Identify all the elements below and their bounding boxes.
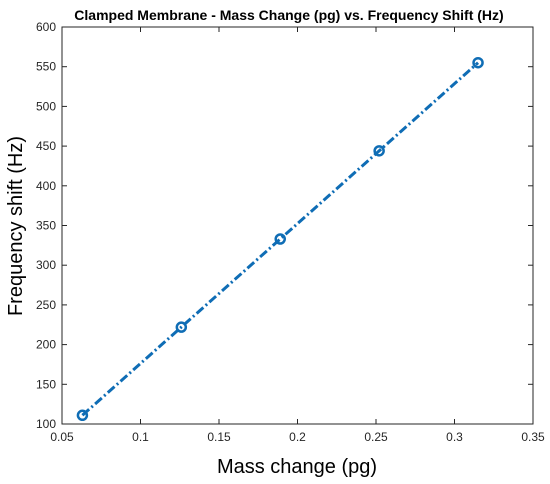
y-axis: 100 150 200 250 300 350 400 450 500 550 600 — [36, 20, 533, 431]
x-tick-label: 0.25 — [364, 430, 388, 444]
y-tick-label: 600 — [36, 20, 56, 34]
y-tick-label: 400 — [36, 179, 56, 193]
y-tick-label: 500 — [36, 99, 56, 113]
data-point-marker — [76, 409, 89, 422]
series-line — [81, 61, 480, 417]
y-tick-label: 150 — [36, 377, 56, 391]
chart-title: Clamped Membrane - Mass Change (pg) vs. … — [74, 7, 503, 23]
series-layer — [76, 56, 484, 422]
x-tick-label: 0.1 — [132, 430, 149, 444]
x-tick-label: 0.05 — [50, 430, 74, 444]
y-axis-label: Frequency shift (Hz) — [5, 136, 27, 316]
y-tick-label: 250 — [36, 298, 56, 312]
data-point-marker — [373, 145, 385, 157]
y-tick-label: 550 — [36, 60, 56, 74]
y-tick-label: 450 — [36, 139, 56, 153]
data-point-marker — [472, 56, 484, 69]
x-tick-label: 0.2 — [289, 430, 306, 444]
x-tick-label: 0.3 — [446, 430, 463, 444]
y-tick-label: 100 — [36, 417, 56, 431]
y-tick-label: 300 — [36, 258, 56, 272]
data-point-marker — [274, 233, 286, 245]
x-tick-label: 0.35 — [521, 430, 545, 444]
data-point-marker — [175, 321, 188, 333]
y-tick-label: 200 — [36, 338, 56, 352]
x-axis-label: Mass change (pg) — [217, 456, 377, 478]
plot-area-frame — [61, 26, 534, 425]
y-tick-label: 350 — [36, 219, 56, 233]
x-tick-label: 0.15 — [207, 430, 231, 444]
x-axis: 0.05 0.1 0.15 0.2 0.25 0.3 0.35 — [50, 27, 545, 444]
